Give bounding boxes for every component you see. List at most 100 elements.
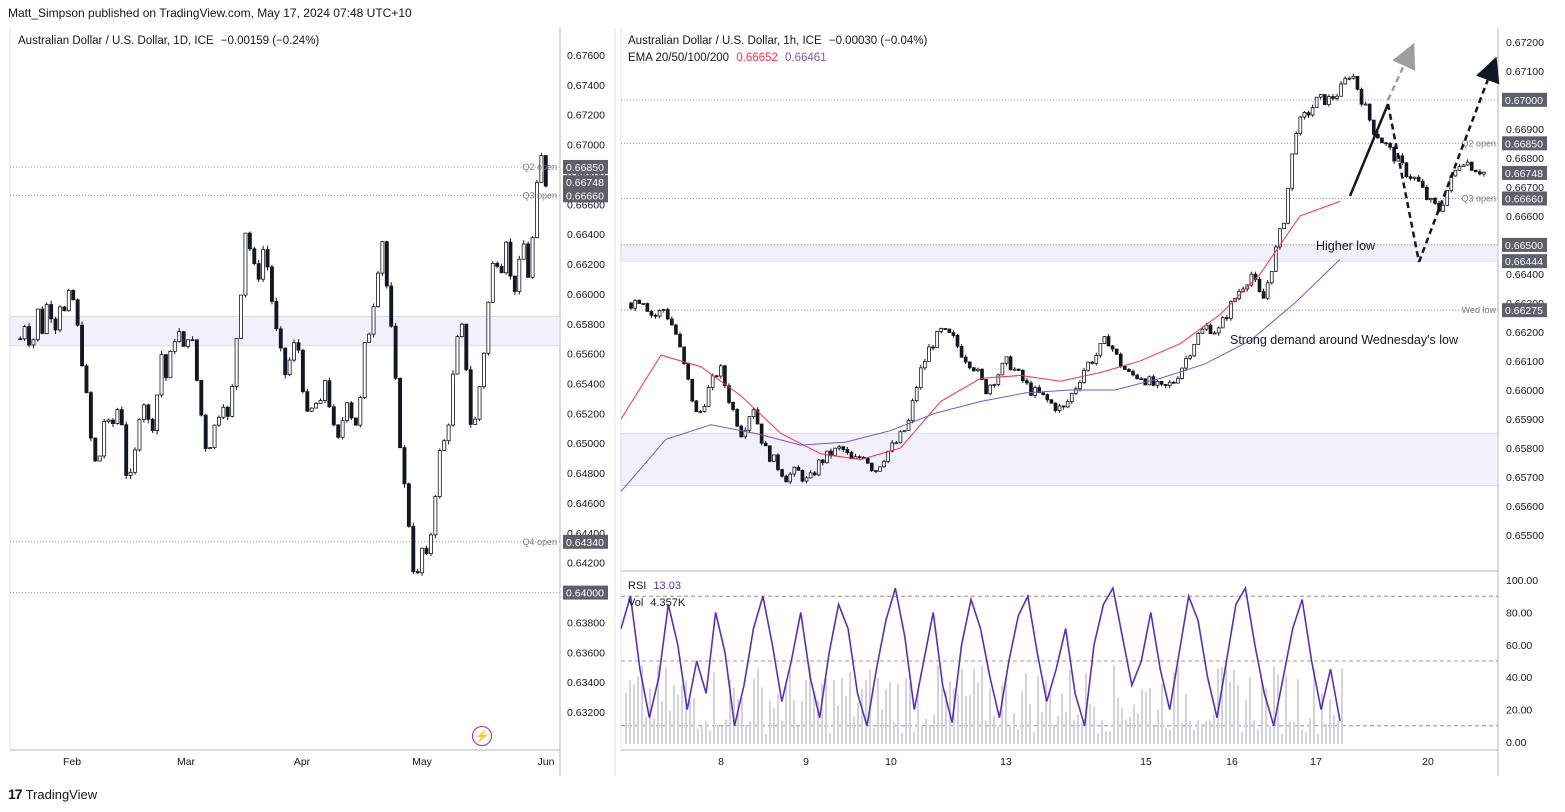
hourly-candle xyxy=(1290,153,1294,189)
daily-candle xyxy=(543,155,548,187)
hourly-candle xyxy=(1000,362,1005,376)
daily-y-tick-1: 0.67400 xyxy=(567,80,605,92)
lightning-icon[interactable]: ⚡ xyxy=(472,726,492,746)
volume-bar xyxy=(1341,668,1343,744)
volume-bar xyxy=(701,726,703,744)
volume-bar xyxy=(905,678,907,744)
hourly-candle xyxy=(1155,380,1160,386)
hourly-candle xyxy=(1249,273,1254,286)
hourly-price-tag-label-3: Q3 open xyxy=(1461,193,1496,203)
daily-price-tag-label-0: Q2 open xyxy=(522,162,557,172)
daily-x-tick-4: Jun xyxy=(538,756,555,768)
hourly-candle xyxy=(718,365,723,377)
hourly-candle xyxy=(1131,371,1135,376)
hourly-zone-0 xyxy=(620,433,1499,486)
volume-bar xyxy=(909,682,911,744)
daily-candle xyxy=(194,339,199,381)
hourly-candle xyxy=(1220,317,1225,329)
daily-y-tick-14: 0.64800 xyxy=(567,468,605,480)
daily-y-tick-12: 0.65200 xyxy=(567,408,605,420)
hourly-candle xyxy=(821,459,825,464)
hourly-candle xyxy=(800,470,805,482)
rsi-label: RSI xyxy=(628,580,647,592)
volume-bar xyxy=(893,721,895,744)
hourly-price-tag-6 xyxy=(1502,303,1547,318)
rsi-y-tick-4: 20.00 xyxy=(1506,705,1532,717)
volume-bar xyxy=(897,683,899,744)
volume-bar xyxy=(625,692,627,744)
hourly-candle xyxy=(1473,169,1478,173)
projection-arrows xyxy=(1348,42,1500,263)
daily-candle xyxy=(119,409,124,426)
annotation-strong-demand: Strong demand around Wednesday's low xyxy=(1230,333,1458,347)
volume-bar xyxy=(749,721,751,744)
volume-bar xyxy=(1173,672,1175,744)
volume-bar xyxy=(1053,724,1055,744)
hourly-candle xyxy=(1331,96,1335,99)
daily-candle xyxy=(208,447,213,450)
daily-candle xyxy=(44,304,49,334)
hourly-candle xyxy=(784,475,788,483)
volume-bar xyxy=(1221,667,1223,744)
volume-bar xyxy=(1001,685,1003,744)
daily-candle xyxy=(159,354,164,396)
hourly-candle xyxy=(792,466,797,475)
hourly-candle xyxy=(1363,103,1368,106)
daily-candle xyxy=(239,294,243,339)
volume-bar xyxy=(977,682,979,744)
volume-bar xyxy=(1205,721,1207,744)
volume-bar xyxy=(661,701,663,744)
daily-candle xyxy=(429,534,433,555)
daily-candle xyxy=(411,525,416,572)
solid-projection-arrow xyxy=(1348,103,1390,197)
volume-bar xyxy=(1149,687,1151,744)
daily-price-tag-2 xyxy=(563,188,608,203)
hourly-x-tick-3: 13 xyxy=(1000,756,1012,768)
hourly-y-tick-14: 0.65800 xyxy=(1506,443,1544,455)
hourly-candle xyxy=(1176,378,1180,384)
hourly-candle xyxy=(710,375,715,388)
ema-value-2: 0.66461 xyxy=(785,52,827,64)
hourly-y-tick-6: 0.66600 xyxy=(1506,211,1544,223)
hourly-candle xyxy=(714,375,719,378)
daily-candle xyxy=(459,323,464,338)
daily-candle xyxy=(526,243,531,278)
volume-bar xyxy=(961,669,963,744)
rsi-y-tick-1: 80.00 xyxy=(1506,607,1532,619)
volume-bar xyxy=(1077,714,1079,744)
right-chart-title: Australian Dollar / U.S. Dollar, 1h, ICE xyxy=(628,35,822,47)
daily-price-tag-text-2: 0.66660 xyxy=(566,190,604,202)
daily-zone-0 xyxy=(9,316,561,347)
hourly-candle xyxy=(1208,324,1213,335)
hourly-candle xyxy=(1478,171,1482,175)
hourly-candle xyxy=(976,368,980,372)
daily-candle xyxy=(477,386,482,420)
daily-candle xyxy=(415,571,420,574)
hourly-price-tag-text-2: 0.66748 xyxy=(1505,168,1543,180)
hourly-candle xyxy=(878,466,882,472)
volume-bar xyxy=(1193,729,1195,744)
hourly-candle xyxy=(959,345,964,358)
hourly-candle xyxy=(914,387,919,401)
hourly-candle xyxy=(1008,356,1013,371)
hourly-price-tag-text-4: 0.66500 xyxy=(1505,240,1543,252)
daily-candle xyxy=(22,326,27,340)
hourly-y-tick-10: 0.66200 xyxy=(1506,327,1544,339)
volume-bar xyxy=(805,679,807,744)
hourly-x-tick-1: 9 xyxy=(803,756,809,768)
volume-bar xyxy=(837,705,839,744)
hourly-candle xyxy=(1433,197,1437,204)
hourly-candle xyxy=(918,367,923,388)
hourly-candle xyxy=(1151,376,1156,386)
daily-candle xyxy=(265,249,270,268)
hourly-candle xyxy=(1265,282,1270,299)
daily-price-tag-text-3: 0.64340 xyxy=(566,537,604,549)
hourly-candle xyxy=(808,472,813,479)
daily-candle xyxy=(217,416,221,426)
hourly-candle xyxy=(869,462,874,471)
volume-bar xyxy=(1325,723,1327,744)
hourly-candle xyxy=(1400,155,1405,164)
volume-bar xyxy=(725,719,727,744)
hourly-candle xyxy=(674,324,678,335)
